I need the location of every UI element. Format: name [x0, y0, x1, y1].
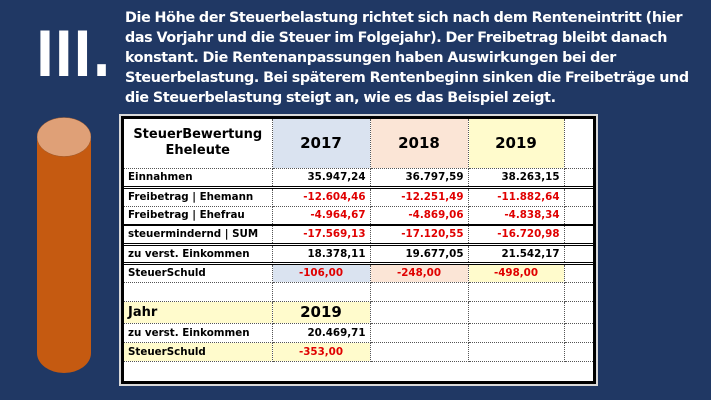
table-row-freibetrag-ehemann: Freibetrag | Ehemann -12.604,46 -12.251,…: [124, 185, 593, 207]
row-label: SteuerSchuld: [124, 261, 273, 283]
table-row-einkommen-2019: zu verst. Einkommen 20.469,71: [124, 323, 593, 343]
cell-2018: -12.251,49: [370, 185, 469, 207]
table-row-steuermindernd-sum: steuermindernd | SUM -17.569,13 -17.120,…: [124, 224, 593, 245]
cylinder-shape: [37, 117, 91, 373]
cell-2018: -248,00: [370, 261, 469, 283]
row-label: SteuerSchuld: [124, 342, 273, 362]
empty-cell: [564, 261, 593, 283]
empty-cell: [370, 282, 469, 302]
cell-2017: 18.378,11: [272, 242, 371, 264]
row-label: Freibetrag | Ehemann: [124, 185, 273, 207]
cell-2017: -106,00: [272, 261, 371, 283]
title-line-1: SteuerBewertung: [133, 127, 263, 143]
intro-text: Die Höhe der Steuerbelastung richtet sic…: [125, 10, 689, 106]
tax-table: SteuerBewertung Eheleute 2017 2018 2019 …: [119, 114, 598, 386]
cell-2019: -498,00: [468, 261, 565, 283]
empty-cell: [370, 301, 469, 324]
table-header-row: SteuerBewertung Eheleute 2017 2018 2019: [124, 119, 593, 169]
cell-2019: -11.882,64: [468, 185, 565, 207]
row-label: zu verst. Einkommen: [124, 242, 273, 264]
jahr-value: 2019: [272, 301, 371, 324]
empty-cell: [564, 224, 593, 245]
section-numeral: III.: [36, 18, 112, 91]
empty-cell: [468, 323, 565, 343]
table-row-freibetrag-ehefrau: Freibetrag | Ehefrau -4.964,67 -4.869,06…: [124, 206, 593, 226]
cell-2018: 19.677,05: [370, 242, 469, 264]
empty-cell: [370, 323, 469, 343]
year-2019-header: 2019: [468, 119, 565, 169]
steuerschuld-2019-value: -353,00: [272, 342, 371, 362]
empty-cell: [564, 323, 593, 343]
year-2018-header: 2018: [370, 119, 469, 169]
empty-cell: [564, 282, 593, 302]
empty-cell: [564, 301, 593, 324]
cell-2017: 35.947,24: [272, 168, 371, 188]
row-label: Einnahmen: [124, 168, 273, 188]
cell-2018: -17.120,55: [370, 224, 469, 245]
empty-cell: [564, 242, 593, 264]
cell-2018: -4.869,06: [370, 206, 469, 226]
empty-cell: [564, 206, 593, 226]
table-row-jahr: Jahr 2019: [124, 301, 593, 324]
empty-cell: [564, 168, 593, 188]
row-label: zu verst. Einkommen: [124, 323, 273, 343]
empty-cell: [468, 282, 565, 302]
row-label: Freibetrag | Ehefrau: [124, 206, 273, 226]
cell-2019: -4.838,34: [468, 206, 565, 226]
table-title: SteuerBewertung Eheleute: [124, 119, 273, 169]
empty-cell: [124, 282, 273, 302]
einkommen-2019-value: 20.469,71: [272, 323, 371, 343]
cell-2019: -16.720,98: [468, 224, 565, 245]
title-line-2: Eheleute: [165, 143, 230, 159]
table-row-zu-verst-einkommen: zu verst. Einkommen 18.378,11 19.677,05 …: [124, 242, 593, 264]
empty-cell: [272, 282, 371, 302]
cell-2018: 36.797,59: [370, 168, 469, 188]
cell-2017: -17.569,13: [272, 224, 371, 245]
cell-2019: 38.263,15: [468, 168, 565, 188]
empty-cell: [468, 342, 565, 362]
table-row-einnahmen: Einnahmen 35.947,24 36.797,59 38.263,15: [124, 168, 593, 188]
cell-2019: 21.542,17: [468, 242, 565, 264]
empty-cell: [370, 342, 469, 362]
table-row-empty: [124, 282, 593, 302]
jahr-label: Jahr: [124, 301, 273, 324]
empty-cell: [564, 342, 593, 362]
table-row-steuerschuld: SteuerSchuld -106,00 -248,00 -498,00: [124, 261, 593, 283]
cell-2017: -4.964,67: [272, 206, 371, 226]
empty-cell: [468, 301, 565, 324]
cell-2017: -12.604,46: [272, 185, 371, 207]
table-row-steuerschuld-2019: SteuerSchuld -353,00: [124, 342, 593, 362]
empty-cell: [564, 185, 593, 207]
empty-cell: [564, 119, 593, 169]
year-2017-header: 2017: [272, 119, 371, 169]
row-label: steuermindernd | SUM: [124, 224, 273, 245]
